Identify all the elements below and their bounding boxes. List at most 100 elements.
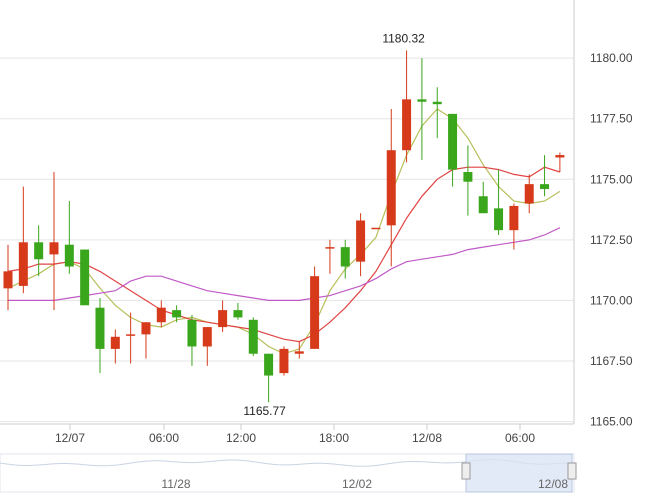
candle-body xyxy=(233,310,243,318)
candle-body xyxy=(294,351,304,354)
candle xyxy=(49,172,59,311)
candle-body xyxy=(95,307,105,349)
candle-body xyxy=(524,184,534,204)
navigator-label: 12/02 xyxy=(342,477,372,491)
y-tick-label: 1165.00 xyxy=(590,415,633,429)
candle-body xyxy=(80,249,90,306)
y-tick-label: 1170.00 xyxy=(590,293,633,307)
candle xyxy=(248,317,258,357)
candle xyxy=(371,227,381,230)
candle-body xyxy=(141,322,151,335)
moving-average-line xyxy=(7,166,561,343)
candle xyxy=(540,155,550,197)
candle-body xyxy=(555,155,565,158)
candle xyxy=(187,314,197,366)
candle-body xyxy=(3,271,13,289)
candle xyxy=(356,213,366,277)
candle-body xyxy=(356,220,366,262)
candle xyxy=(218,300,228,332)
navigator-handle-left[interactable] xyxy=(461,462,471,480)
candle xyxy=(34,225,44,277)
moving-average-line xyxy=(8,227,561,301)
x-tick-label: 12/07 xyxy=(55,431,85,445)
candle-body xyxy=(478,196,488,214)
candle xyxy=(432,87,442,139)
max-value-label: 1180.32 xyxy=(382,31,425,45)
candle xyxy=(264,353,274,403)
x-tick-label: 06:00 xyxy=(505,431,535,445)
candle xyxy=(141,322,151,359)
candle xyxy=(279,346,289,376)
navigator-window[interactable] xyxy=(465,453,573,493)
candle-body xyxy=(417,99,427,102)
x-tick-label: 12:00 xyxy=(226,431,256,445)
candle-body xyxy=(126,334,136,336)
candle-body xyxy=(340,247,350,267)
candle xyxy=(64,201,74,274)
min-value-label: 1165.77 xyxy=(243,404,286,418)
candle xyxy=(18,186,28,294)
candle-body xyxy=(64,244,74,267)
candle xyxy=(3,244,13,311)
annotations: 1180.32 1165.77 xyxy=(243,31,425,418)
candle-body xyxy=(248,319,258,354)
candle xyxy=(233,302,243,320)
navigator-label: 11/28 xyxy=(161,477,190,491)
candle-body xyxy=(202,327,212,347)
candle-body xyxy=(463,172,473,182)
candle xyxy=(448,113,458,187)
candle-body xyxy=(509,205,519,231)
candle-body xyxy=(110,336,120,349)
candle-body xyxy=(187,319,197,347)
candle xyxy=(156,300,166,328)
candle xyxy=(80,249,90,306)
candle xyxy=(126,312,136,364)
candle-body xyxy=(264,353,274,376)
candle-body xyxy=(448,113,458,170)
candle xyxy=(325,239,335,274)
navigator-label: 12/08 xyxy=(538,477,568,491)
candle xyxy=(555,152,565,173)
moving-average-lines xyxy=(7,108,561,355)
y-tick-label: 1180.00 xyxy=(590,51,633,65)
candle-body xyxy=(494,208,504,231)
candle-body xyxy=(310,276,320,349)
candles xyxy=(3,50,565,403)
candle xyxy=(417,58,427,160)
candle xyxy=(172,305,182,323)
candle-body xyxy=(325,247,335,249)
range-navigator[interactable]: 11/28 12/02 12/08 xyxy=(0,453,577,493)
candle-body xyxy=(432,101,442,105)
candle xyxy=(310,266,320,349)
candle xyxy=(340,239,350,279)
candle-body xyxy=(18,242,28,286)
y-tick-label: 1172.50 xyxy=(590,233,633,247)
candle-body xyxy=(49,242,59,255)
candle xyxy=(509,203,519,250)
candle xyxy=(110,329,120,364)
candle-body xyxy=(218,310,228,328)
candle-body xyxy=(156,307,166,323)
candle xyxy=(202,327,212,366)
y-tick-label: 1175.00 xyxy=(590,172,633,186)
candle xyxy=(294,341,304,359)
x-tick-label: 06:00 xyxy=(149,431,179,445)
candle xyxy=(478,181,488,214)
candle-body xyxy=(386,150,396,226)
axes: 1180.00 1177.50 1175.00 1172.50 1170.00 … xyxy=(55,51,633,445)
candle xyxy=(95,298,105,374)
moving-average-line xyxy=(7,108,561,355)
candle xyxy=(494,169,504,236)
candle-body xyxy=(172,310,182,318)
candle-body xyxy=(371,227,381,230)
navigator-handle-right[interactable] xyxy=(567,462,577,480)
candle-body xyxy=(540,184,550,189)
x-tick-label: 18:00 xyxy=(319,431,349,445)
candle-body xyxy=(279,348,289,374)
candle-body xyxy=(34,242,44,260)
candle xyxy=(402,50,412,163)
x-tick-label: 12/08 xyxy=(412,431,442,445)
candle-body xyxy=(402,99,412,151)
candle xyxy=(524,174,534,214)
